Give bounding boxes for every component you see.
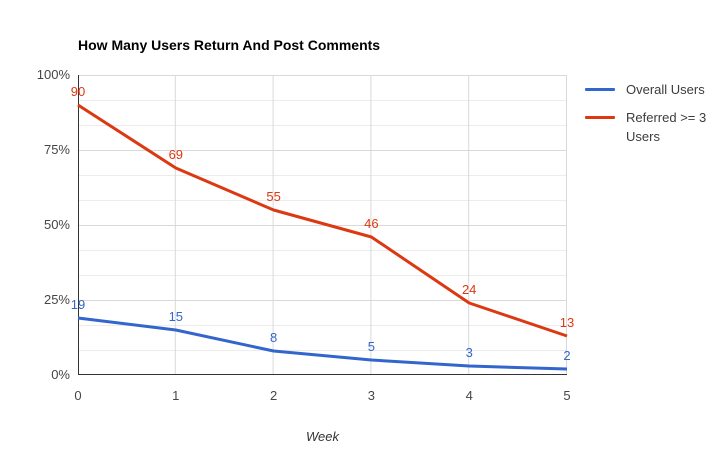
y-tick-label: 100% (36, 67, 70, 82)
legend-label: Referred >= 3 Users (626, 110, 707, 144)
legend-item-referred-3-users: Referred >= 3 Users (585, 108, 715, 146)
legend-swatch (585, 88, 615, 91)
x-axis-title: Week (306, 429, 339, 444)
data-label: 90 (71, 84, 85, 99)
plot-svg: 19 15 8 5 3 2 90 69 55 46 24 13 (71, 75, 574, 375)
data-label: 2 (563, 348, 570, 363)
legend-item-overall-users: Overall Users (585, 80, 715, 99)
legend-swatch (585, 116, 615, 119)
data-label: 46 (364, 216, 378, 231)
legend: Overall Users Referred >= 3 Users (585, 80, 715, 155)
x-tick-label: 0 (74, 388, 82, 403)
series-line-referred-3-users (77, 103, 568, 338)
data-label: 19 (71, 297, 85, 312)
x-tick-label: 2 (269, 388, 278, 403)
data-label: 24 (462, 282, 476, 297)
chart-title: How Many Users Return And Post Comments (78, 37, 381, 53)
x-tick-label: 5 (563, 388, 571, 403)
y-tick-label: 75% (43, 142, 70, 157)
y-tick-label: 25% (43, 292, 70, 307)
gridlines (78, 75, 567, 375)
y-tick-label: 0% (51, 367, 70, 382)
data-labels-overall-users: 19 15 8 5 3 2 (71, 297, 571, 363)
plot-area: 19 15 8 5 3 2 90 69 55 46 24 13 (71, 75, 574, 375)
data-label: 15 (169, 309, 183, 324)
legend-label: Overall Users (626, 82, 705, 97)
x-tick-label: 3 (367, 388, 375, 403)
x-tick-label: 1 (172, 388, 180, 403)
x-tick-label: 4 (465, 388, 473, 403)
data-label: 13 (560, 315, 574, 330)
data-label: 8 (270, 330, 277, 345)
data-labels-referred-3-users: 90 69 55 46 24 13 (71, 84, 574, 330)
y-tick-label: 50% (43, 217, 70, 232)
data-label: 5 (368, 339, 375, 354)
data-label: 69 (169, 147, 183, 162)
series-line-overall-users (77, 316, 568, 371)
data-label: 55 (266, 189, 280, 204)
data-label: 3 (466, 345, 473, 360)
